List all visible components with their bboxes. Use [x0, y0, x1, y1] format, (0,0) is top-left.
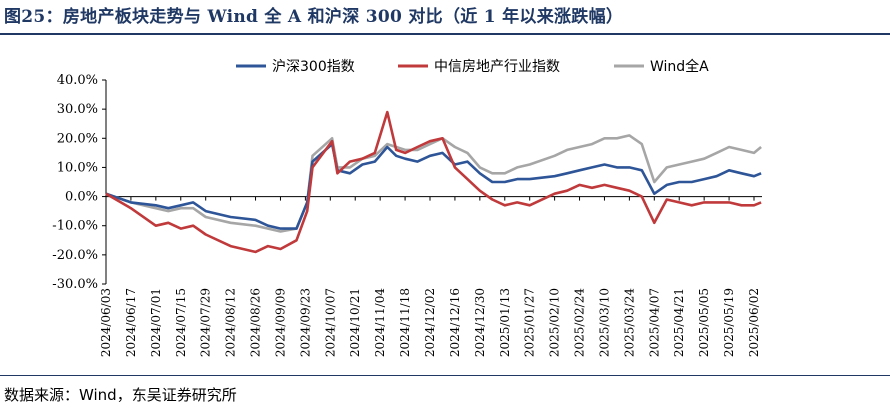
- x-tick-label: 2025/05/19: [722, 288, 736, 357]
- x-tick-label: 2024/11/18: [398, 288, 412, 357]
- line-chart: 40.0% 30.0% 20.0% 10.0% 0.0% -10.0% -20.0% -30.…: [52, 58, 762, 357]
- x-tick-label: 2024/08/12: [224, 288, 238, 357]
- x-tick-label: 2024/09/23: [298, 288, 312, 357]
- y-tick-label: 30.0%: [57, 102, 98, 117]
- x-tick-label: 2024/12/30: [473, 288, 487, 357]
- source-note: 数据来源：Wind，东吴证券研究所: [4, 386, 237, 404]
- x-tick-label: 2024/12/16: [448, 288, 462, 357]
- chart-ticks: 40.0% 30.0% 20.0% 10.0% 0.0% -10.0% -20.0% -30.…: [52, 73, 761, 357]
- chart-series: [105, 110, 762, 254]
- x-tick-label: 2024/07/15: [174, 288, 188, 357]
- x-tick-label: 2025/04/21: [672, 288, 686, 357]
- x-tick-label: 2024/12/02: [423, 288, 437, 357]
- title-rule: [0, 33, 890, 35]
- series-line-1: [105, 142, 762, 230]
- y-tick-label: -20.0%: [52, 248, 98, 263]
- x-tick-label: 2025/03/24: [622, 288, 636, 358]
- x-tick-label: 2024/11/04: [373, 288, 387, 358]
- source-rule: [0, 375, 890, 376]
- x-tick-label: 2024/10/21: [348, 288, 362, 357]
- legend-label: Wind全A: [650, 58, 709, 75]
- y-tick-label: -10.0%: [52, 219, 98, 234]
- x-tick-label: 2025/01/13: [498, 288, 512, 357]
- series-line-3: [105, 134, 762, 233]
- legend-label: 沪深300指数: [272, 59, 355, 75]
- y-tick-label: 20.0%: [57, 131, 98, 146]
- x-tick-label: 2025/02/10: [548, 288, 562, 357]
- x-tick-label: 2024/07/29: [199, 288, 213, 357]
- x-tick-label: 2025/01/27: [523, 288, 537, 357]
- legend-label: 中信房地产行业指数: [434, 59, 560, 75]
- y-tick-label: 40.0%: [57, 73, 98, 88]
- x-tick-label: 2025/05/05: [697, 288, 711, 357]
- x-tick-label: 2024/09/09: [273, 288, 287, 357]
- x-tick-label: 2025/06/02: [747, 288, 761, 357]
- x-tick-label: 2024/06/17: [124, 288, 138, 357]
- y-tick-label: 0.0%: [65, 190, 98, 205]
- x-tick-label: 2025/03/10: [597, 288, 611, 357]
- chart-axes: [105, 80, 762, 284]
- chart-legend: 沪深300指数 中信房地产行业指数 Wind全A: [236, 58, 709, 75]
- x-tick-label: 2024/08/26: [249, 288, 263, 357]
- x-tick-label: 2024/06/03: [99, 288, 113, 357]
- y-tick-label: -30.0%: [52, 277, 98, 292]
- x-tick-label: 2024/07/01: [149, 288, 163, 357]
- y-tick-label: 10.0%: [57, 160, 98, 175]
- x-tick-label: 2025/02/24: [573, 288, 587, 358]
- x-tick-label: 2025/04/07: [647, 288, 661, 357]
- figure-title: 图25：房地产板块走势与 Wind 全 A 和沪深 300 对比（近 1 年以来…: [4, 7, 624, 27]
- series-line-2: [105, 110, 762, 254]
- x-tick-label: 2024/10/07: [323, 288, 337, 357]
